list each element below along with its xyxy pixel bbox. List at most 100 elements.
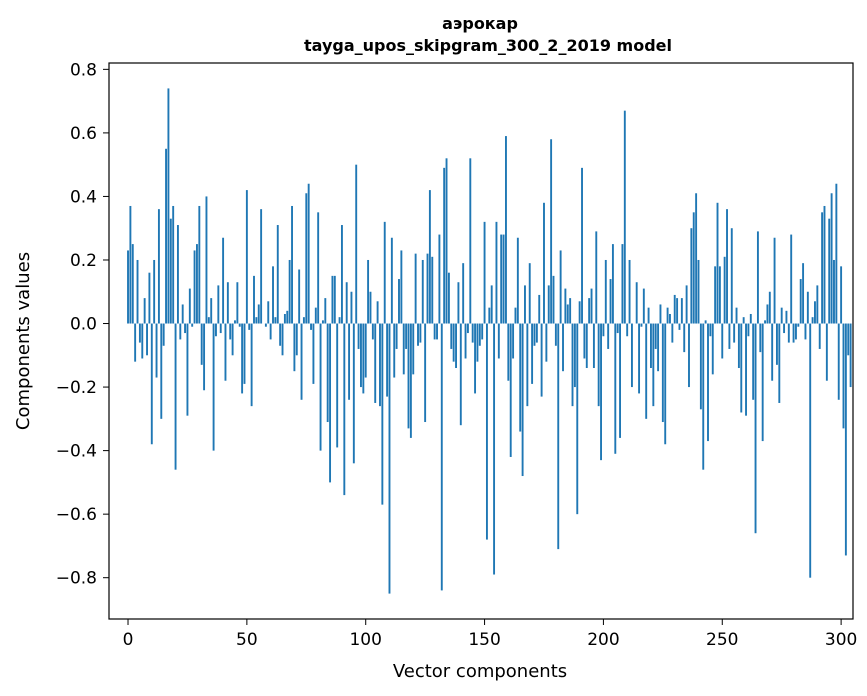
bar-component-41: [224, 323, 227, 381]
bar-component-62: [274, 317, 277, 324]
bar-component-302: [844, 323, 847, 556]
bar-component-47: [238, 323, 241, 327]
y-axis-label: Components values: [13, 252, 34, 430]
bar-component-250: [721, 323, 724, 359]
bar-component-277: [785, 310, 788, 324]
bar-component-145: [471, 323, 474, 343]
bar-component-159: [505, 136, 507, 324]
bar-component-142: [464, 323, 467, 359]
bar-component-140: [459, 323, 462, 426]
bar-component-286: [806, 291, 809, 324]
bar-component-73: [300, 323, 303, 400]
x-tick-label: 300: [825, 630, 857, 650]
y-tick-label: −0.2: [56, 378, 97, 398]
bar-component-207: [619, 323, 621, 438]
bar-component-83: [324, 298, 327, 324]
bar-component-130: [436, 323, 438, 340]
bar-component-181: [557, 323, 560, 550]
bar-component-194: [588, 298, 591, 324]
bar-component-104: [374, 323, 377, 403]
bar-component-259: [742, 317, 745, 324]
bar-component-280: [792, 323, 795, 343]
bar-component-90: [340, 225, 343, 324]
bar-component-82: [321, 320, 324, 324]
bar-component-182: [559, 250, 562, 324]
bar-component-273: [775, 323, 778, 365]
bar-component-26: [188, 288, 191, 324]
bar-component-215: [638, 323, 641, 394]
bar-component-17: [167, 88, 170, 324]
bar-component-168: [526, 323, 529, 407]
bar-component-99: [362, 323, 365, 394]
bar-component-95: [352, 323, 355, 464]
bar-component-209: [623, 110, 626, 324]
bar-component-114: [398, 279, 400, 324]
bar-component-20: [174, 323, 177, 470]
bar-component-108: [383, 221, 386, 324]
bar-component-205: [614, 323, 617, 454]
bar-component-210: [626, 323, 629, 337]
bar-component-163: [514, 307, 517, 324]
bar-component-285: [804, 323, 807, 340]
bar-component-32: [203, 323, 206, 391]
bar-component-129: [433, 323, 436, 340]
bar-component-124: [421, 259, 424, 324]
bar-component-160: [507, 323, 510, 381]
bar-component-96: [355, 164, 358, 324]
bar-component-267: [761, 323, 764, 442]
bar-component-76: [307, 183, 310, 324]
bar-component-51: [248, 323, 251, 330]
bar-component-86: [331, 275, 334, 324]
bar-component-150: [483, 221, 486, 324]
bar-component-263: [752, 323, 755, 400]
bar-component-246: [711, 323, 714, 375]
bar-component-261: [747, 323, 750, 337]
bar-component-184: [564, 288, 567, 324]
bar-component-5: [138, 323, 141, 343]
bar-component-248: [716, 202, 719, 324]
bar-component-217: [642, 288, 645, 324]
bar-component-206: [616, 323, 619, 334]
bar-component-134: [445, 158, 448, 324]
bar-component-102: [369, 291, 372, 324]
bar-component-80: [317, 212, 320, 324]
bar-component-262: [749, 313, 752, 324]
bar-component-287: [809, 323, 812, 578]
bar-component-218: [645, 323, 648, 419]
plot-area-frame: [108, 62, 854, 620]
bar-component-291: [818, 323, 821, 349]
bar-component-40: [222, 237, 225, 324]
bar-component-123: [419, 323, 422, 343]
bar-component-270: [768, 291, 771, 324]
bar-component-252: [726, 209, 728, 324]
bar-component-187: [571, 323, 574, 407]
bar-component-223: [657, 323, 660, 372]
bar-component-127: [428, 190, 431, 324]
x-tick-label: 150: [468, 630, 500, 650]
bar-component-23: [181, 304, 184, 324]
bar-component-11: [153, 259, 156, 324]
bar-component-67: [286, 310, 289, 324]
bar-component-272: [773, 237, 776, 324]
bar-component-21: [176, 225, 179, 324]
y-tick-label: 0.2: [70, 251, 97, 271]
bar-component-143: [466, 323, 469, 334]
bar-component-214: [635, 282, 638, 324]
bar-component-229: [671, 323, 674, 343]
bar-component-260: [745, 323, 747, 416]
bar-component-54: [255, 317, 258, 324]
bar-component-195: [590, 288, 593, 324]
bar-component-131: [438, 234, 441, 324]
bar-component-170: [531, 323, 534, 384]
bar-component-169: [528, 263, 531, 324]
bar-component-297: [833, 259, 835, 324]
bar-component-158: [502, 234, 505, 324]
bar-component-233: [680, 298, 683, 324]
bar-component-271: [771, 323, 774, 381]
chart-title-line1: аэрокар: [442, 14, 518, 33]
bar-component-164: [516, 237, 519, 324]
bar-component-239: [695, 193, 698, 324]
bar-component-116: [402, 323, 405, 375]
bar-component-147: [476, 323, 479, 362]
bar-component-243: [704, 320, 707, 324]
